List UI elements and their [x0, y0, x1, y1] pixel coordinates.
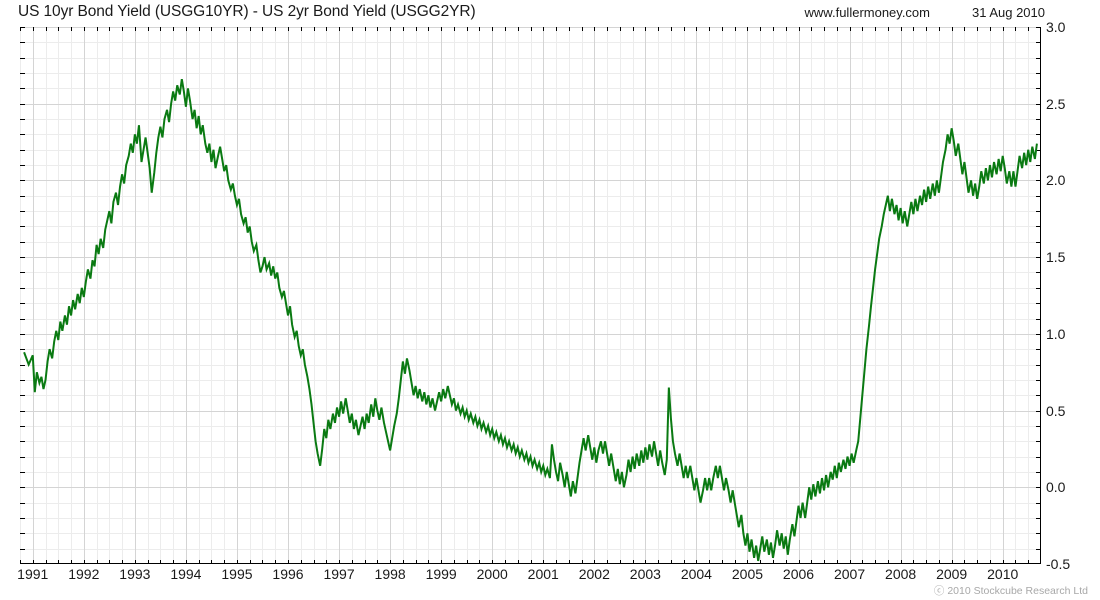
source-url-label: www.fullermoney.com: [804, 5, 930, 20]
x-axis-tick-label: 2005: [731, 566, 764, 582]
x-axis-tick-label: 2002: [578, 566, 610, 582]
x-axis-tick-label: 1992: [68, 566, 100, 582]
axis-ticks-bottom: [20, 560, 1029, 564]
page-title: US 10yr Bond Yield (USGG10YR) - US 2yr B…: [18, 3, 476, 20]
x-axis-tick-label: 2008: [885, 566, 917, 582]
x-axis-tick-label: 2007: [833, 566, 866, 582]
axis-ticks-top: [20, 27, 1029, 31]
y-axis-tick-label: 2.0: [1046, 172, 1066, 189]
x-axis-tick-label: 2004: [680, 566, 712, 582]
y-axis-tick-label: 0.5: [1046, 402, 1066, 419]
x-axis-tick-label: 2003: [629, 566, 661, 582]
x-axis-tick-label: 2000: [476, 566, 508, 582]
plot-area: [20, 27, 1041, 564]
x-axis-tick-label: 2009: [936, 566, 968, 582]
x-axis-tick-label: 1997: [323, 566, 355, 582]
chart-header: US 10yr Bond Yield (USGG10YR) - US 2yr B…: [0, 0, 1100, 26]
y-axis: 3.0 2.5 2.0 1.5 1.0 0.5 0.0 -0.5: [1046, 19, 1100, 572]
plot-frame: [20, 27, 1041, 564]
y-axis-tick-label: 1.5: [1046, 249, 1066, 266]
x-axis-tick-label: 2006: [782, 566, 815, 582]
chart-canvas: [20, 27, 1041, 564]
axis-ticks-right: [1036, 27, 1041, 550]
y-axis-tick-label: 0.0: [1046, 479, 1066, 496]
gridlines-minor-vertical: [20, 27, 1029, 564]
y-axis-tick-label: 1.0: [1046, 325, 1066, 342]
x-axis-tick-label: 1996: [272, 566, 304, 582]
x-axis-tick-label: 1994: [170, 566, 202, 582]
x-axis-tick-label: 2001: [527, 566, 559, 582]
x-axis-tick-label: 1998: [374, 566, 406, 582]
y-axis-tick-label: 2.5: [1046, 95, 1066, 112]
axis-ticks-left: [20, 27, 25, 550]
x-axis: 1991 1992 1993 1994 1995 1996 1997 1998 1999 2000…: [17, 566, 1041, 588]
yield-spread-series-line: [23, 79, 1038, 562]
x-axis-tick-label: 1995: [221, 566, 253, 582]
x-axis-tick-label: 1993: [119, 566, 151, 582]
x-axis-tick-label: 1999: [425, 566, 457, 582]
copyright-notice: ⓒ 2010 Stockcube Research Ltd: [933, 585, 1088, 597]
gridlines-major-vertical: [33, 27, 1004, 564]
y-axis-tick-label: -0.5: [1046, 556, 1071, 572]
x-axis-tick-label: 2010: [987, 566, 1019, 582]
chart-date-label: 31 Aug 2010: [971, 5, 1045, 20]
x-axis-tick-label: 1991: [17, 566, 49, 582]
y-axis-tick-label: 3.0: [1046, 19, 1066, 35]
